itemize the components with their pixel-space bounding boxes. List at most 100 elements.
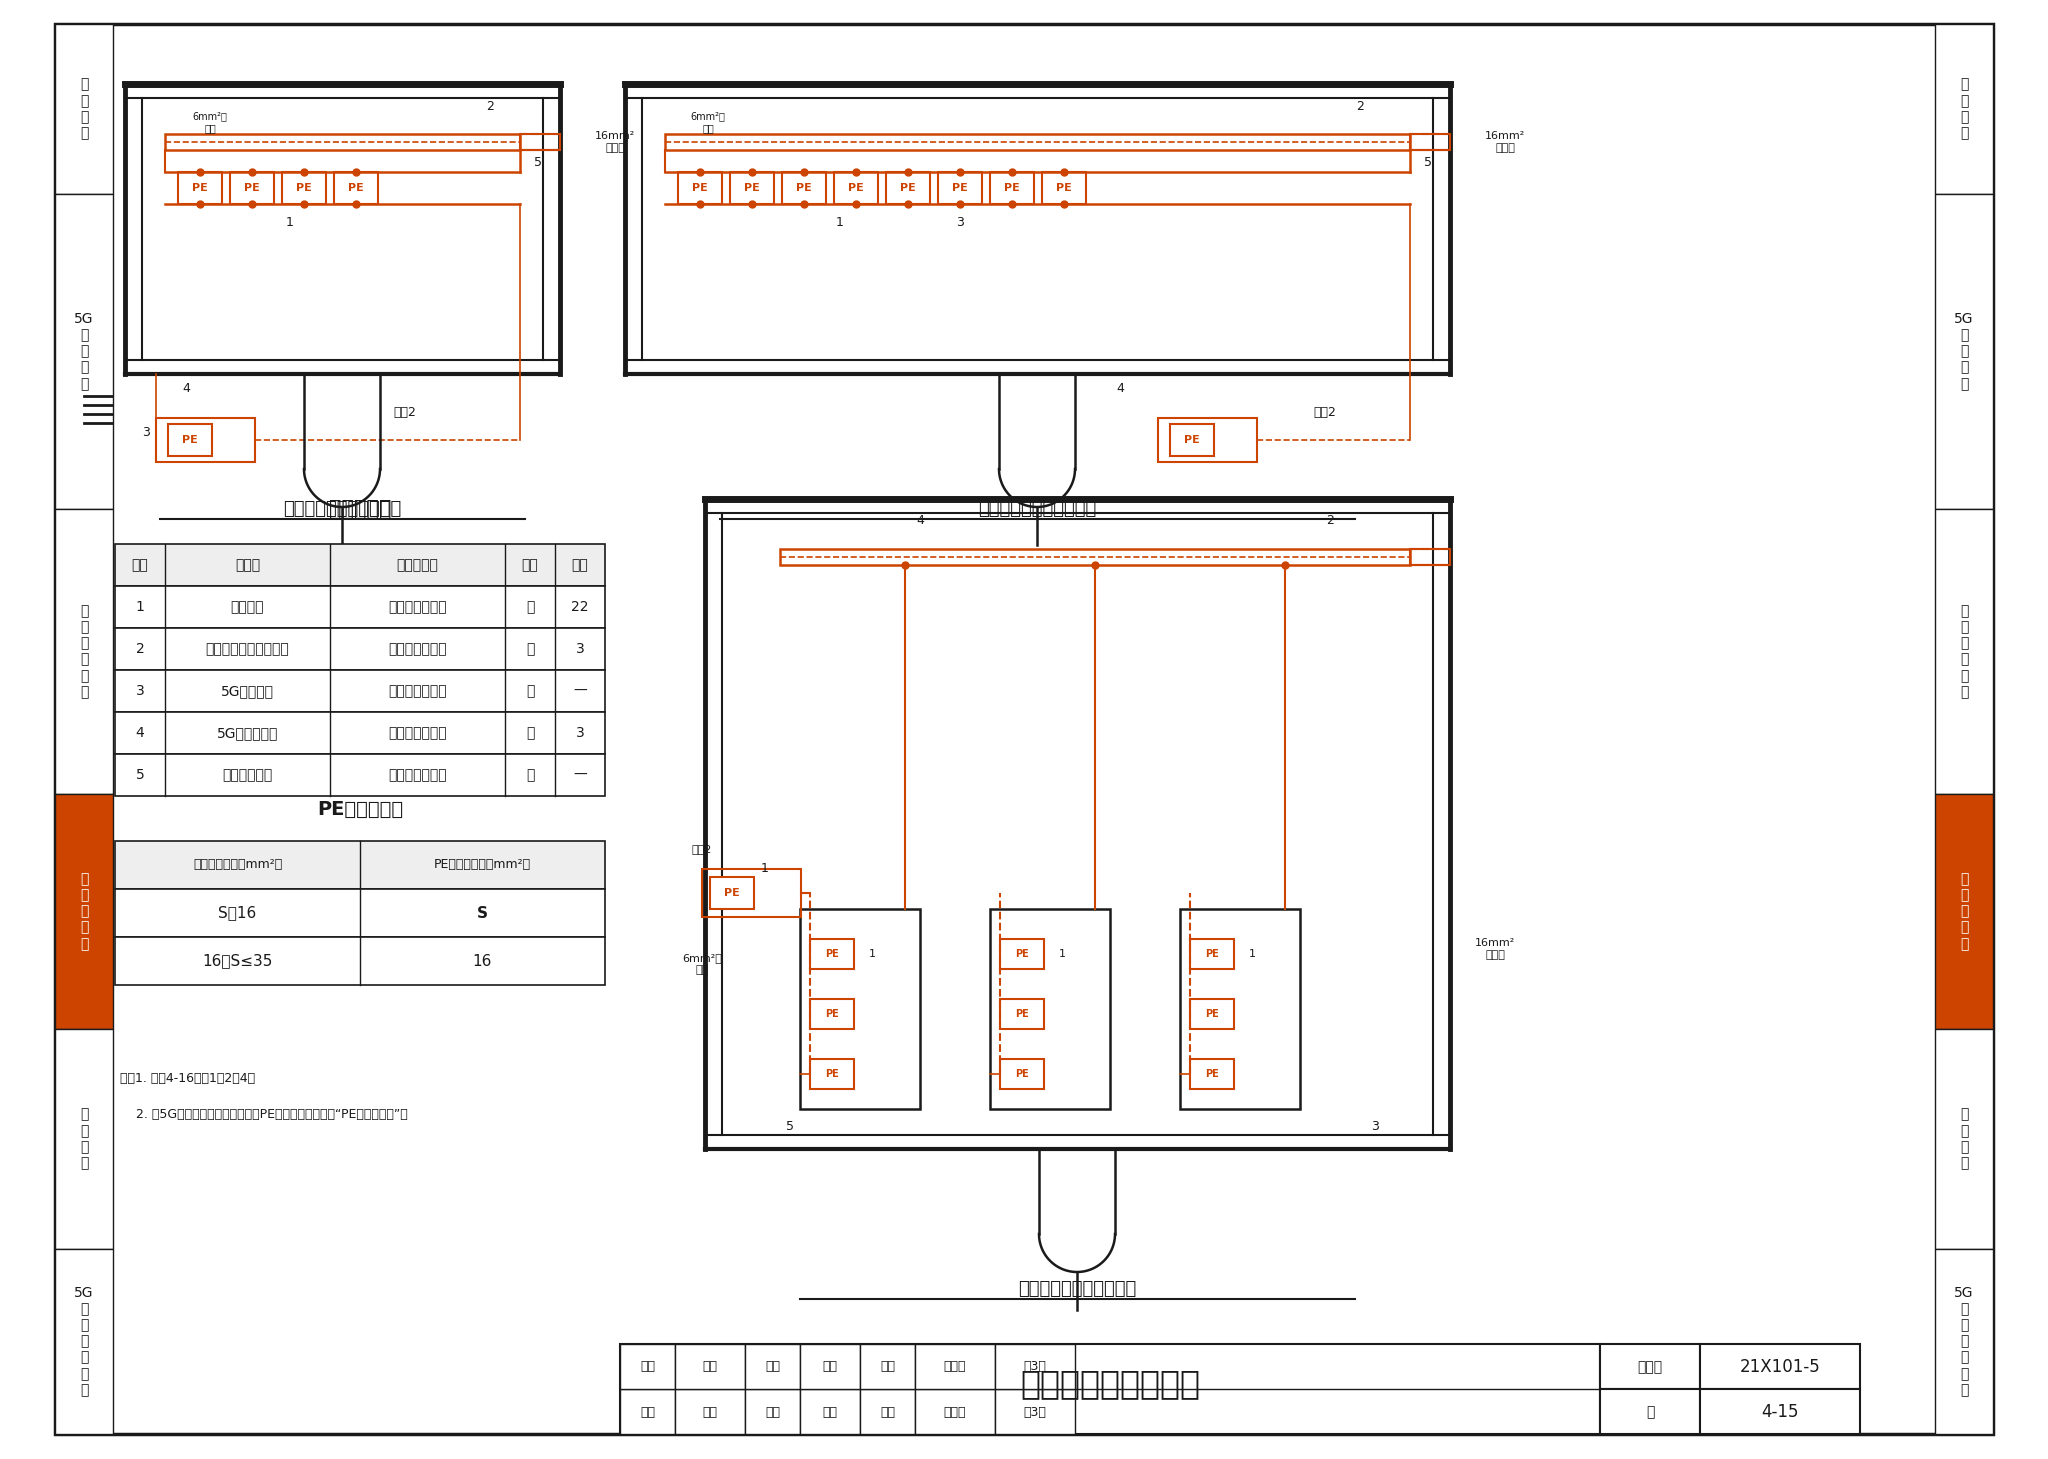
Text: 通信机房接地方案一: 通信机房接地方案一 [1020, 1367, 1200, 1401]
Bar [801, 1389, 860, 1434]
Bar [115, 937, 604, 985]
Text: S: S [477, 906, 487, 921]
Text: 单位: 单位 [522, 557, 539, 572]
Bar [989, 909, 1110, 1109]
Bar [115, 544, 604, 587]
Bar [811, 999, 854, 1029]
Text: 设
建
施
筑
配
套: 设 建 施 筑 配 套 [1960, 604, 1968, 699]
Text: PE: PE [297, 182, 311, 193]
Bar [989, 172, 1034, 204]
Bar [1599, 1344, 1700, 1389]
Text: 1: 1 [287, 216, 295, 229]
Bar [334, 172, 379, 204]
Text: PE: PE [1004, 182, 1020, 193]
Bar [115, 889, 604, 937]
Text: 3: 3 [141, 426, 150, 439]
Text: 4: 4 [182, 381, 190, 394]
Text: PE: PE [1204, 1010, 1219, 1018]
Bar [1042, 172, 1085, 204]
Text: S＜16: S＜16 [219, 906, 256, 921]
Text: 5G
边
网
络
多
接
入: 5G 边 网 络 多 接 入 [74, 1285, 94, 1398]
Text: PE: PE [1016, 1069, 1028, 1080]
Bar [1409, 134, 1450, 150]
Text: 朱3彤: 朱3彤 [1024, 1405, 1047, 1418]
Bar [1935, 1029, 1993, 1249]
Text: PE: PE [825, 948, 840, 959]
Bar [621, 1344, 1599, 1434]
Bar [55, 794, 113, 1029]
Text: 通信机房接地示意（一）: 通信机房接地示意（一） [283, 500, 401, 518]
Text: 16mm²
铜导线: 16mm² 铜导线 [594, 131, 635, 153]
Text: 2: 2 [1356, 99, 1364, 112]
Bar [55, 194, 113, 509]
Text: 设
建
施
筑
配
套: 设 建 施 筑 配 套 [80, 604, 88, 699]
Text: 16＜S≤35: 16＜S≤35 [203, 954, 272, 969]
Text: PE: PE [1204, 948, 1219, 959]
Bar [229, 172, 274, 204]
Text: 通信机柜: 通信机柜 [231, 600, 264, 614]
Text: 6mm²铜
导线: 6mm²铜 导线 [193, 111, 227, 133]
Bar [780, 549, 1409, 565]
Text: 1: 1 [1249, 948, 1255, 959]
Text: 建
筑
施
工
套: 建 筑 施 工 套 [80, 872, 88, 951]
Bar [1700, 1389, 1860, 1434]
Bar [1700, 1344, 1860, 1389]
Text: 米: 米 [526, 767, 535, 782]
Text: 5: 5 [135, 767, 143, 782]
Bar [115, 754, 604, 797]
Bar [860, 1389, 915, 1434]
Text: 5G专用配电箱: 5G专用配电箱 [217, 727, 279, 740]
Text: 图集号: 图集号 [1638, 1360, 1663, 1374]
Bar [834, 172, 879, 204]
Text: 块: 块 [526, 642, 535, 657]
Text: PE: PE [901, 182, 915, 193]
Bar [1409, 549, 1450, 565]
Text: 配电电缆槽盒: 配电电缆槽盒 [223, 767, 272, 782]
Bar [283, 172, 326, 204]
Bar [702, 870, 801, 918]
Text: 22: 22 [571, 600, 588, 614]
Text: PE: PE [1204, 1069, 1219, 1080]
Text: —: — [573, 767, 588, 782]
Bar [621, 1344, 676, 1389]
Text: 朱立彤: 朱立彤 [944, 1405, 967, 1418]
Text: 型号及规格: 型号及规格 [397, 557, 438, 572]
Text: 设计: 设计 [881, 1405, 895, 1418]
Bar [811, 940, 854, 969]
Text: PE: PE [848, 182, 864, 193]
Text: PE: PE [1016, 1010, 1028, 1018]
Bar [666, 134, 1409, 150]
Text: 6mm²铜
导线: 6mm²铜 导线 [690, 111, 725, 133]
Bar [915, 1344, 995, 1389]
Text: PE: PE [952, 182, 969, 193]
Text: 5: 5 [786, 1121, 795, 1134]
Bar [115, 587, 604, 627]
Text: 3: 3 [1370, 1121, 1378, 1134]
Bar [938, 172, 981, 204]
Text: 5G
网
络
覆
盖: 5G 网 络 覆 盖 [1954, 312, 1974, 391]
Text: PE: PE [797, 182, 811, 193]
Bar [55, 509, 113, 794]
Bar [811, 1059, 854, 1088]
Text: 示
工
例
程: 示 工 例 程 [1960, 1107, 1968, 1170]
Text: 由工程设计确定: 由工程设计确定 [389, 642, 446, 657]
Text: 符
术
号
语: 符 术 号 语 [1960, 77, 1968, 140]
Text: 5: 5 [1423, 156, 1432, 168]
Text: 16: 16 [473, 954, 492, 969]
Text: PE: PE [725, 889, 739, 897]
Text: 2. 从5G专用配电箱至通信机柜的PE线最小截面见表中“PE线最小截面”。: 2. 从5G专用配电箱至通信机柜的PE线最小截面见表中“PE线最小截面”。 [121, 1107, 408, 1121]
Text: 校对: 校对 [766, 1405, 780, 1418]
Text: PE: PE [1016, 948, 1028, 959]
Text: 通信机房接地示意（二）: 通信机房接地示意（二） [977, 500, 1096, 518]
Text: 1: 1 [868, 948, 874, 959]
Text: 审核: 审核 [639, 1360, 655, 1373]
Text: 朱立彤: 朱立彤 [944, 1360, 967, 1373]
Bar [115, 627, 604, 670]
Bar [995, 1389, 1075, 1434]
Text: PE: PE [244, 182, 260, 193]
Text: 4: 4 [915, 515, 924, 528]
Text: 朱3彤: 朱3彤 [1024, 1360, 1047, 1373]
Text: 台: 台 [526, 727, 535, 740]
Text: 4: 4 [1116, 381, 1124, 394]
Text: 编号: 编号 [131, 557, 147, 572]
